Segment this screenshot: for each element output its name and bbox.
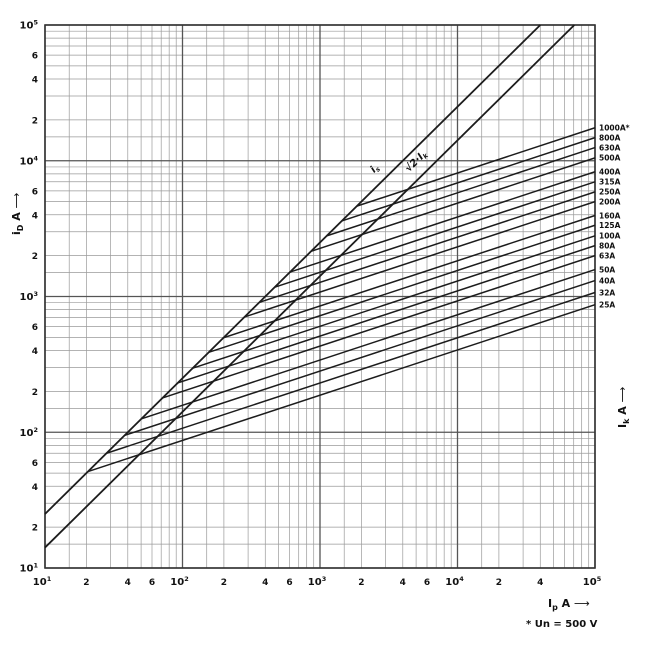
- right-axis-name: Ik A: [616, 406, 632, 428]
- svg-text:101: 101: [20, 562, 39, 575]
- svg-text:32A: 32A: [599, 288, 615, 297]
- svg-text:101: 101: [33, 575, 52, 588]
- svg-text:25A: 25A: [599, 301, 615, 310]
- svg-text:80A: 80A: [599, 241, 615, 250]
- svg-text:800A: 800A: [599, 133, 621, 142]
- y-axis-arrow-icon: ⟶: [10, 193, 23, 209]
- svg-text:4: 4: [32, 76, 38, 86]
- fuse-lines: [87, 127, 596, 473]
- svg-text:250A: 250A: [599, 188, 621, 197]
- svg-text:6: 6: [32, 187, 38, 197]
- x-axis-label: Ip A ⟶: [548, 597, 590, 613]
- x-axis-name: Ip A: [548, 597, 571, 613]
- svg-text:200A: 200A: [599, 197, 621, 206]
- svg-text:4: 4: [32, 211, 38, 221]
- plot-border: [44, 24, 596, 569]
- y-axis-label: iD A ⟶: [10, 194, 25, 235]
- svg-text:4: 4: [537, 578, 543, 588]
- svg-text:4: 4: [262, 578, 268, 588]
- svg-text:4: 4: [125, 578, 131, 588]
- svg-text:6: 6: [32, 459, 38, 469]
- svg-text:105: 105: [20, 19, 39, 32]
- svg-text:2: 2: [496, 578, 502, 588]
- svg-text:100A: 100A: [599, 232, 621, 241]
- right-axis-label: Ik A ⟶: [616, 388, 631, 428]
- right-axis-arrow-icon: ⟶: [616, 387, 629, 403]
- svg-text:500A: 500A: [599, 154, 621, 163]
- svg-text:4: 4: [400, 578, 406, 588]
- svg-text:102: 102: [170, 575, 188, 588]
- x-axis-arrow-icon: ⟶: [574, 597, 590, 610]
- svg-text:6: 6: [32, 323, 38, 333]
- y-axis-name: iD A: [10, 212, 26, 235]
- y-tick-labels: 105 6 4 2 104 6 4 2 103 6 4 2 102 6 4 2 101: [20, 19, 39, 575]
- svg-text:103: 103: [308, 575, 326, 588]
- svg-text:2: 2: [221, 578, 227, 588]
- svg-text:160A: 160A: [599, 211, 621, 220]
- svg-text:2: 2: [32, 388, 38, 398]
- svg-text:40A: 40A: [599, 276, 615, 285]
- svg-text:6: 6: [149, 578, 155, 588]
- svg-text:4: 4: [32, 483, 38, 493]
- svg-text:400A: 400A: [599, 168, 621, 177]
- footnote: * Un = 500 V: [526, 619, 598, 630]
- svg-text:630A: 630A: [599, 143, 621, 152]
- svg-text:6: 6: [424, 578, 430, 588]
- svg-text:315A: 315A: [599, 178, 621, 187]
- svg-text:2: 2: [83, 578, 89, 588]
- svg-text:6: 6: [32, 52, 38, 62]
- svg-text:104: 104: [445, 575, 464, 588]
- svg-text:102: 102: [20, 426, 38, 439]
- svg-text:63A: 63A: [599, 251, 615, 260]
- svg-text:1000A*: 1000A*: [599, 124, 630, 133]
- svg-text:2: 2: [32, 524, 38, 534]
- x-tick-labels: 101 2 4 6 102 2 4 6 103 2 4 6 104 2 4 105: [33, 575, 602, 588]
- svg-text:2: 2: [32, 252, 38, 262]
- reference-lines: [44, 24, 575, 549]
- svg-text:103: 103: [20, 290, 38, 303]
- svg-text:125A: 125A: [599, 221, 621, 230]
- svg-text:50A: 50A: [599, 265, 615, 274]
- reference-line-labels: is √2·Ik: [368, 151, 430, 176]
- svg-text:2: 2: [32, 116, 38, 126]
- svg-text:6: 6: [286, 578, 292, 588]
- svg-text:104: 104: [20, 154, 39, 167]
- svg-text:2: 2: [358, 578, 364, 588]
- svg-text:is: is: [368, 162, 382, 176]
- svg-text:105: 105: [583, 575, 602, 588]
- svg-text:4: 4: [32, 347, 38, 357]
